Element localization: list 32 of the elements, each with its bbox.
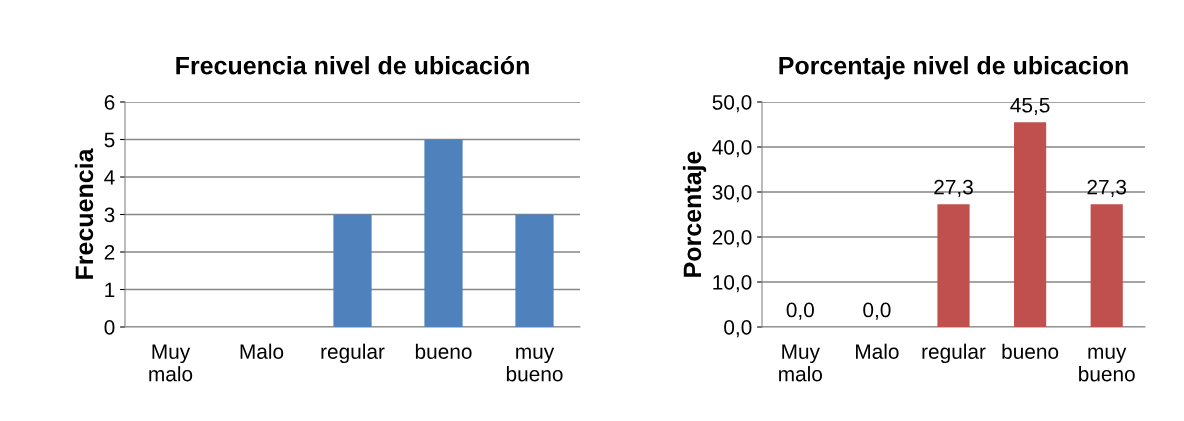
data-label: 45,5 [1010, 98, 1050, 116]
y-tick-label: 40,0 [712, 140, 752, 158]
x-tick-label: muy bueno [506, 347, 563, 382]
y-tick-label: 50,0 [712, 95, 752, 113]
data-label: 0,0 [863, 302, 891, 320]
y-tick-label: 0,0 [724, 320, 752, 338]
y-axis-title: Porcentaje [682, 151, 707, 277]
data-label: 0,0 [786, 302, 814, 320]
x-tick-label: regular [321, 343, 385, 364]
x-tick-label: muy bueno [1079, 347, 1135, 382]
x-tick-label: Muy malo [779, 344, 823, 382]
chart-title: Frecuencia nivel de ubicación [176, 55, 529, 75]
x-tick-label: Malo [856, 343, 899, 359]
y-tick-label: 5 [104, 132, 115, 148]
x-tick-label: Muy malo [149, 344, 193, 382]
y-tick-label: 1 [105, 282, 115, 298]
x-tick-label: Malo [240, 343, 284, 359]
y-tick-label: 6 [104, 95, 115, 110]
chart-title: Porcentaje nivel de ubicacion [779, 56, 1128, 80]
y-tick-label: 0 [104, 320, 115, 335]
x-tick-label: regular [922, 343, 986, 364]
y-tick-label: 30,0 [712, 185, 752, 203]
x-tick-label: bueno [415, 343, 472, 359]
x-tick-label: bueno [1002, 343, 1059, 359]
y-tick-label: 3 [104, 207, 115, 223]
y-tick-label: 4 [104, 170, 115, 185]
y-tick-label: 2 [104, 245, 115, 260]
data-label: 27,3 [1087, 179, 1127, 197]
y-tick-label: 20,0 [712, 230, 752, 248]
y-tick-label: 10,0 [713, 275, 752, 293]
y-axis-title: Frecuencia [74, 148, 94, 279]
data-label: 27,3 [934, 179, 973, 197]
